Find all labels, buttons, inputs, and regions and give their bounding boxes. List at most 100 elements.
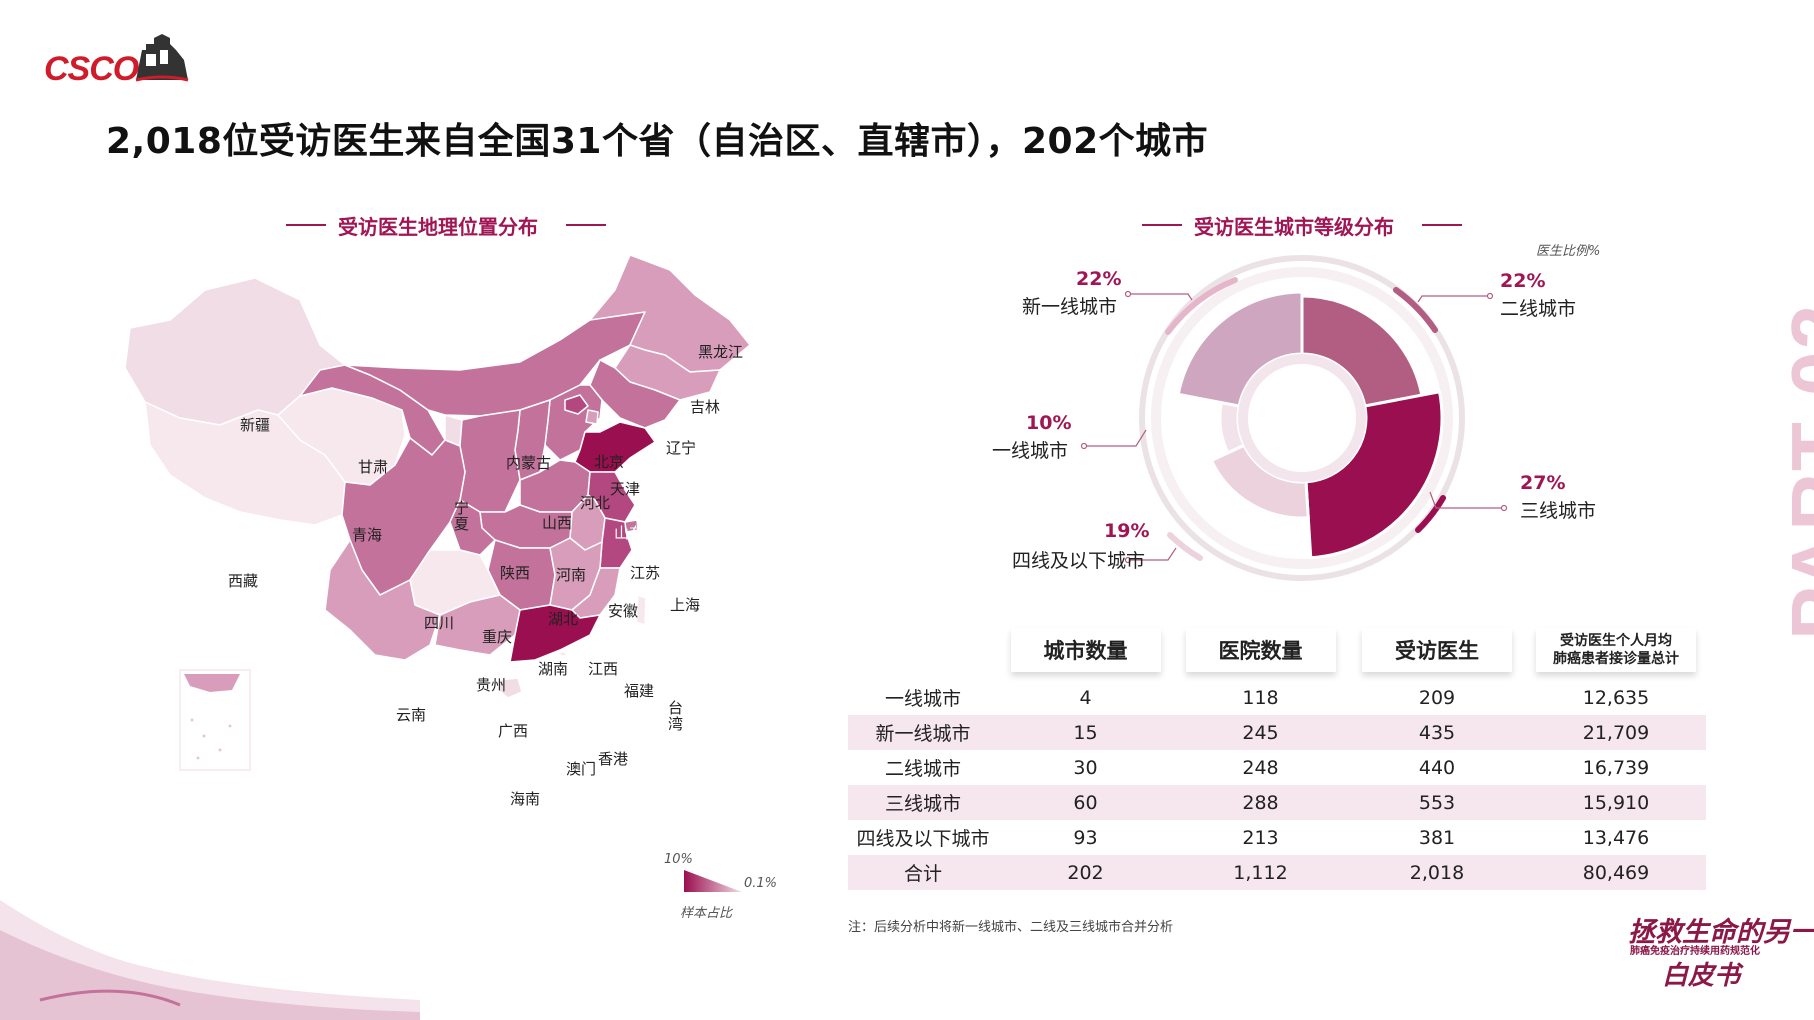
map-label-jilin: 吉林 bbox=[690, 398, 721, 416]
map-label-guangdong: 广东 bbox=[568, 722, 599, 740]
cell-hospitals: 245 bbox=[1173, 715, 1348, 750]
accent-arc-sixian bbox=[1167, 532, 1203, 561]
header-hospitals-label: 医院数量 bbox=[1185, 628, 1336, 672]
cell-cities: 30 bbox=[1073, 756, 1098, 779]
donut-label-yixian: 一线城市 bbox=[992, 440, 1069, 462]
cell-cities: 4 bbox=[1079, 686, 1092, 709]
page-title: 2,018位受访医生来自全国31个省（自治区、直辖市），202个城市 bbox=[106, 121, 1209, 162]
map-label-henan: 河南 bbox=[556, 566, 587, 584]
cell-cities: 202 bbox=[998, 855, 1173, 890]
brand-subtitle: 肺癌免疫治疗持续用药规范化 bbox=[1630, 946, 1760, 957]
map-label-chongqing: 重庆 bbox=[482, 628, 513, 646]
map-label-shaanxi: 陕西 bbox=[500, 564, 531, 582]
cell-doctors: 440 bbox=[1418, 756, 1456, 779]
table-header-patients: 受访医生个人月均 肺癌患者接诊量总计 bbox=[1526, 620, 1706, 680]
table-row: 二线城市 30 248 440 16,739 bbox=[848, 750, 1706, 785]
map-label-hubei: 湖北 bbox=[548, 610, 579, 628]
cell-patients: 15,910 bbox=[1526, 785, 1706, 820]
city-tier-table: 城市数量 医院数量 受访医生 受访医生个人月均 肺癌患者接诊量总计 一线城市 4 11… bbox=[848, 620, 1706, 890]
part-label: PART 02 bbox=[1775, 302, 1814, 640]
map-label-macau: 澳门 bbox=[566, 760, 597, 778]
donut-label-sanxian: 三线城市 bbox=[1520, 500, 1597, 522]
donut-unit-note: 医生比例% bbox=[1536, 244, 1601, 259]
map-hongkong bbox=[559, 651, 567, 657]
table-row: 一线城市 4 118 209 12,635 bbox=[848, 680, 1706, 715]
map-label-xizang: 西藏 bbox=[228, 572, 259, 590]
brand-title: 拯救生命的另一半 bbox=[1628, 917, 1814, 948]
cell-cities: 60 bbox=[998, 785, 1173, 820]
accent-arc-sanxian bbox=[1415, 495, 1446, 533]
row-label: 三线城市 bbox=[848, 785, 998, 820]
map-label-zhejiang: 浙江 bbox=[646, 632, 677, 650]
donut-label-erxian: 二线城市 bbox=[1500, 298, 1577, 320]
cell-doctors: 381 bbox=[1418, 826, 1456, 849]
legend-gradient bbox=[684, 870, 742, 892]
accent-arc-xinyixian bbox=[1165, 277, 1238, 335]
cell-hospitals: 288 bbox=[1173, 785, 1348, 820]
map-label-liaoning: 辽宁 bbox=[666, 439, 697, 457]
map-beijing bbox=[564, 394, 589, 415]
table-row: 新一线城市 15 245 435 21,709 bbox=[848, 715, 1706, 750]
cell-doctors: 209 bbox=[1418, 686, 1456, 709]
map-taiwan bbox=[635, 594, 647, 626]
map-label-neimenggu: 内蒙古 bbox=[506, 454, 552, 472]
map-label-xinjiang: 新疆 bbox=[240, 416, 271, 434]
map-label-tianjin: 天津 bbox=[610, 480, 641, 498]
south-china-sea-inset bbox=[179, 669, 251, 771]
donut-callouts bbox=[1080, 290, 1508, 564]
donut-pct-sanxian: 27% bbox=[1520, 472, 1566, 494]
table-row: 三线城市 60 288 553 15,910 bbox=[848, 785, 1706, 820]
donut-label-sixian: 四线及以下城市 bbox=[1012, 550, 1146, 572]
donut-outer-ring-inner bbox=[1151, 267, 1453, 569]
great-wall-logo-icon bbox=[135, 34, 189, 82]
map-yunnan bbox=[324, 539, 441, 661]
map-label-shandong: 山东 bbox=[614, 524, 645, 542]
map-label-shanghai: 上海 bbox=[670, 596, 701, 614]
map-label-fujian: 福建 bbox=[624, 682, 655, 700]
map-label-hunan: 湖南 bbox=[538, 660, 569, 678]
row-label: 新一线城市 bbox=[848, 715, 998, 750]
donut-outer-ring bbox=[1139, 255, 1465, 581]
map-hainan bbox=[497, 677, 523, 699]
donut-pct-yixian: 10% bbox=[1026, 412, 1072, 434]
table-header-cities: 城市数量 bbox=[998, 620, 1173, 680]
map-label-guangxi: 广西 bbox=[498, 722, 529, 740]
donut-pct-erxian: 22% bbox=[1500, 270, 1546, 292]
map-label-jiangsu: 江苏 bbox=[630, 564, 661, 582]
cell-patients: 16,739 bbox=[1582, 756, 1650, 779]
donut-title-line-right bbox=[1422, 224, 1462, 226]
cell-doctors: 2,018 bbox=[1348, 855, 1526, 890]
map-label-hainan: 海南 bbox=[510, 790, 541, 808]
row-label: 一线城市 bbox=[884, 688, 961, 710]
table-header-doctors: 受访医生 bbox=[1348, 620, 1526, 680]
header-cities-label: 城市数量 bbox=[1010, 628, 1161, 672]
donut-hole bbox=[1248, 364, 1356, 472]
cell-hospitals: 118 bbox=[1242, 686, 1279, 709]
decorative-swoosh bbox=[0, 900, 420, 1020]
accent-arc-erxian bbox=[1393, 287, 1438, 333]
footnote: 注：后续分析中将新一线城市、二线及三线城市合并分析 bbox=[848, 920, 1174, 935]
legend-max-label: 10% bbox=[664, 852, 693, 867]
map-label-ningxia: 宁夏 bbox=[454, 499, 470, 533]
cell-doctors: 435 bbox=[1348, 715, 1526, 750]
header-patients-label: 受访医生个人月均 肺癌患者接诊量总计 bbox=[1536, 628, 1696, 672]
section-title-line-left bbox=[286, 224, 326, 226]
donut-section-title: 受访医生城市等级分布 bbox=[1194, 215, 1394, 239]
map-label-hebei: 河北 bbox=[580, 494, 611, 512]
map-label-jiangxi: 江西 bbox=[588, 660, 619, 678]
donut-pct-sixian: 19% bbox=[1104, 520, 1150, 542]
cell-cities: 15 bbox=[998, 715, 1173, 750]
map-section-title: 受访医生地理位置分布 bbox=[338, 215, 538, 239]
cell-patients: 80,469 bbox=[1526, 855, 1706, 890]
brand-whitepaper: 白皮书 bbox=[1662, 961, 1741, 991]
map-label-guizhou: 贵州 bbox=[476, 676, 507, 694]
cell-patients: 13,476 bbox=[1582, 826, 1650, 849]
map-label-hongkong: 香港 bbox=[598, 750, 629, 768]
cell-hospitals: 1,112 bbox=[1173, 855, 1348, 890]
map-label-yunnan: 云南 bbox=[396, 706, 427, 724]
table-row: 合计 202 1,112 2,018 80,469 bbox=[848, 855, 1706, 890]
cell-patients: 12,635 bbox=[1582, 686, 1650, 709]
cell-hospitals: 248 bbox=[1242, 756, 1279, 779]
table-row: 四线及以下城市 93 213 381 13,476 bbox=[848, 820, 1706, 855]
map-tianjin bbox=[585, 409, 599, 425]
